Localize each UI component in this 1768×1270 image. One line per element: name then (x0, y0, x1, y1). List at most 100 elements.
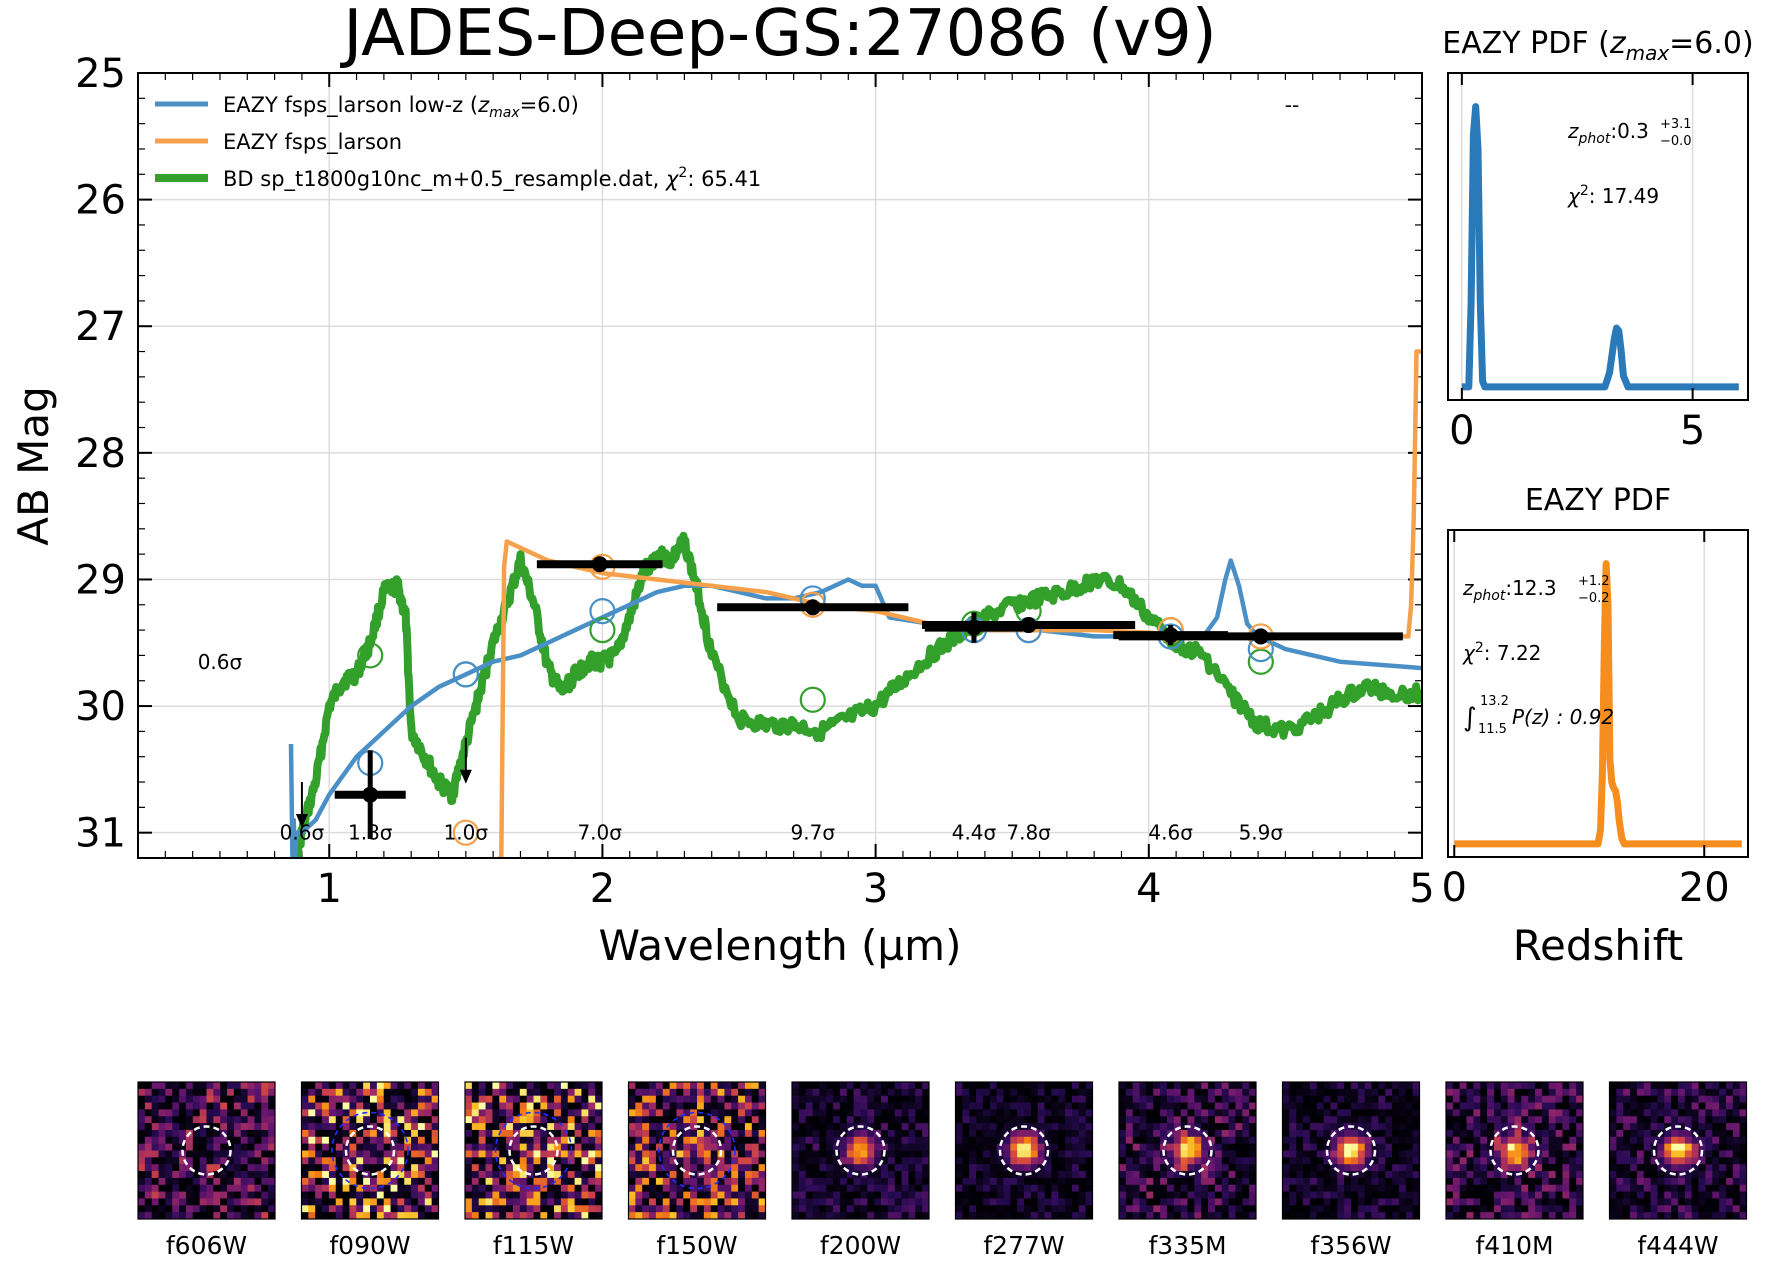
stamp-pixel (185, 1136, 194, 1145)
stamp-pixel (383, 1102, 391, 1110)
stamp-pixel (431, 1171, 439, 1179)
stamp-pixel (846, 1116, 855, 1124)
stamp-pixel (710, 1123, 718, 1131)
stamp-pixel (901, 1164, 909, 1172)
stamp-pixel (172, 1082, 180, 1090)
stamp-pixel (751, 1212, 760, 1220)
stamp-pixel (478, 1123, 486, 1131)
stamp-pixel (1528, 1082, 1536, 1090)
stamp-pixel (1316, 1082, 1324, 1090)
stamp-pixel (308, 1088, 316, 1097)
stamp-pixel (962, 1150, 970, 1158)
stamp-pixel (881, 1116, 889, 1124)
stamp-pixel (1282, 1123, 1290, 1131)
stamp-pixel (1623, 1143, 1631, 1151)
stamp-pixel (1214, 1198, 1223, 1206)
stamp-pixel (683, 1205, 691, 1213)
stamp-pixel (1303, 1082, 1311, 1090)
stamp-pixel (261, 1150, 269, 1158)
stamp-pixel (1153, 1150, 1161, 1158)
stamp-pixel (1609, 1184, 1617, 1192)
stamp-pixel (731, 1212, 739, 1220)
stamp-pixel (1125, 1123, 1134, 1131)
stamp-pixel (894, 1150, 902, 1158)
stamp-pixel (1541, 1212, 1550, 1220)
stamp-pixel (1119, 1177, 1127, 1186)
stamp-pixel (506, 1102, 514, 1110)
stamp-pixel (499, 1184, 507, 1192)
stamp-pixel (744, 1184, 753, 1192)
stamp-pixel (751, 1088, 760, 1097)
stamp-pixel (1228, 1116, 1236, 1124)
stamp-pixel (792, 1150, 800, 1158)
stamp-pixel (1289, 1184, 1297, 1192)
stamp-pixel (595, 1177, 603, 1186)
stamp-pixel (724, 1109, 732, 1117)
stamp-pixel (1208, 1082, 1216, 1090)
stamp-pixel (881, 1212, 889, 1220)
stamp-pixel (1037, 1171, 1045, 1179)
stamp-pixel (540, 1212, 548, 1220)
stamp-pixel (1364, 1150, 1372, 1158)
stamp-pixel (540, 1102, 548, 1110)
stamp-pixel (690, 1205, 698, 1213)
stamp-pixel (1003, 1109, 1011, 1117)
stamp-pixel (1058, 1164, 1066, 1172)
stamp-pixel (908, 1129, 916, 1138)
stamp-pixel (335, 1143, 343, 1151)
stamp-pixel (499, 1150, 507, 1158)
stamp-pixel (220, 1171, 228, 1179)
stamp-pixel (853, 1123, 861, 1131)
stamp-pixel (1521, 1150, 1529, 1158)
stamp-pixel (1180, 1157, 1188, 1165)
stamp-pixel (1446, 1212, 1454, 1220)
stamp-pixel (1725, 1164, 1734, 1172)
stamp-pixel (519, 1205, 528, 1213)
stamp-pixel (138, 1116, 146, 1124)
stamp-pixel (1201, 1164, 1209, 1172)
stamp-pixel (1555, 1184, 1563, 1192)
stamp-pixel (172, 1198, 180, 1206)
stamp-pixel (1671, 1150, 1679, 1158)
stamp-pixel (642, 1129, 650, 1138)
stamp-pixel (185, 1082, 194, 1090)
stamp-pixel (881, 1095, 889, 1103)
stamp-pixel (1739, 1171, 1747, 1179)
stamp-pixel (220, 1088, 228, 1097)
stamp-pixel (206, 1136, 214, 1145)
stamp-pixel (431, 1109, 439, 1117)
stamp-pixel (703, 1143, 712, 1151)
stamp-pixel (860, 1164, 868, 1172)
stamp-pixel (812, 1143, 820, 1151)
stamp-pixel (1705, 1177, 1713, 1186)
stamp-pixel (1452, 1164, 1461, 1172)
stamp-pixel (342, 1198, 350, 1206)
stamp-pixel (1125, 1143, 1134, 1151)
stamp-pixel (996, 1157, 1004, 1165)
stamp-pixel (1119, 1157, 1127, 1165)
stamp-pixel (1330, 1123, 1338, 1131)
stamp-pixel (1514, 1177, 1522, 1186)
stamp-pixel (1017, 1136, 1025, 1145)
stamp-pixel (724, 1164, 732, 1172)
stamp-pixel (1507, 1088, 1515, 1097)
stamp-pixel (1337, 1109, 1345, 1117)
stamp-pixel (1405, 1157, 1414, 1165)
stamp-pixel (1576, 1143, 1584, 1151)
stamp-pixel (976, 1177, 984, 1186)
stamp-pixel (887, 1109, 896, 1117)
stamp-pixel (792, 1109, 800, 1117)
stamp-pixel (349, 1116, 357, 1124)
stamp-pixel (1412, 1088, 1420, 1097)
stamp-pixel (1180, 1136, 1188, 1145)
stamp-pixel (1010, 1150, 1018, 1158)
stamp-f410M: f410M (1445, 1081, 1584, 1260)
stamp-pixel (1650, 1191, 1658, 1199)
stamp-pixel (1562, 1157, 1570, 1165)
stamp-pixel (1487, 1123, 1495, 1131)
stamp-pixel (1487, 1205, 1495, 1213)
stamp-pixel (1187, 1150, 1195, 1158)
stamp-pixel (1364, 1164, 1372, 1172)
stamp-pixel (1289, 1171, 1297, 1179)
stamp-pixel (1528, 1095, 1536, 1103)
